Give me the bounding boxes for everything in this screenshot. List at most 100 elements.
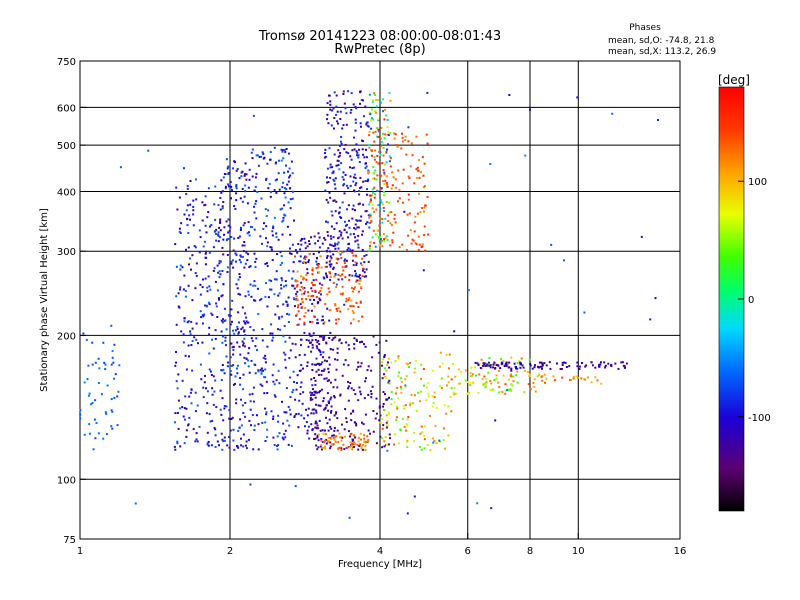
data-point <box>334 177 337 180</box>
data-point <box>500 363 503 366</box>
data-point <box>355 301 358 304</box>
data-point <box>337 278 340 281</box>
data-point <box>363 440 366 443</box>
data-point <box>175 380 178 383</box>
data-point <box>341 266 344 269</box>
data-point <box>276 435 279 438</box>
data-point <box>208 285 211 288</box>
data-point <box>376 98 379 101</box>
data-point <box>361 148 364 151</box>
data-point <box>367 260 370 263</box>
data-point <box>243 195 246 198</box>
data-point <box>238 321 240 324</box>
data-point <box>539 365 542 368</box>
data-point <box>413 367 416 370</box>
data-point <box>312 394 315 396</box>
data-point <box>336 120 339 123</box>
data-point <box>383 210 385 213</box>
data-point <box>343 303 346 306</box>
data-point <box>278 292 281 295</box>
data-point <box>324 433 327 436</box>
data-point <box>218 226 221 229</box>
data-point <box>394 178 397 181</box>
data-point <box>317 263 320 265</box>
data-point <box>489 388 492 391</box>
data-point <box>511 384 514 387</box>
data-point <box>243 329 246 332</box>
data-point <box>119 166 122 169</box>
data-point <box>223 307 226 310</box>
data-point <box>307 261 310 263</box>
data-point <box>285 148 288 150</box>
data-point <box>289 376 292 379</box>
data-point <box>305 408 307 411</box>
data-point <box>389 132 392 135</box>
data-point <box>384 367 387 370</box>
stats-o-line: mean, sd,O: -74.8, 21.8 <box>608 36 715 46</box>
data-point <box>252 329 255 332</box>
data-point <box>297 323 300 326</box>
data-point <box>97 357 100 360</box>
data-point <box>315 409 318 412</box>
data-point <box>321 242 324 245</box>
data-point <box>350 419 353 422</box>
data-point <box>366 369 369 372</box>
data-point <box>310 378 313 381</box>
data-point <box>219 408 222 411</box>
data-point <box>242 342 245 345</box>
data-point <box>222 419 225 422</box>
data-point <box>332 434 335 437</box>
data-point <box>375 343 378 346</box>
data-point <box>283 325 286 327</box>
data-point <box>443 427 445 430</box>
data-point <box>298 260 301 263</box>
data-point <box>227 173 230 175</box>
data-point <box>265 177 268 180</box>
data-point <box>329 272 332 275</box>
data-point <box>295 298 298 301</box>
data-point <box>341 278 344 281</box>
data-point <box>311 384 314 387</box>
data-point <box>368 130 371 133</box>
data-point <box>230 418 233 420</box>
data-point <box>356 275 358 278</box>
data-point <box>326 255 329 257</box>
data-point <box>379 208 382 211</box>
data-point <box>319 255 322 258</box>
data-point <box>623 366 626 369</box>
data-point <box>375 442 378 445</box>
data-point <box>359 122 362 125</box>
data-point <box>238 177 241 180</box>
data-point <box>325 155 328 158</box>
data-point <box>264 361 267 364</box>
data-point <box>335 105 338 108</box>
data-point <box>194 272 197 275</box>
data-point <box>256 349 258 351</box>
data-point <box>218 276 221 279</box>
data-point <box>352 443 355 446</box>
data-point <box>310 394 313 397</box>
data-point <box>316 362 319 365</box>
data-point <box>418 446 421 448</box>
data-point <box>231 346 234 349</box>
data-point <box>300 338 303 341</box>
data-point <box>306 361 309 364</box>
data-point <box>275 191 278 194</box>
data-point <box>385 421 388 424</box>
data-point <box>382 391 385 393</box>
data-point <box>374 110 377 113</box>
data-point <box>118 364 121 367</box>
data-point <box>382 358 385 361</box>
data-point <box>174 448 177 451</box>
data-point <box>417 249 420 252</box>
data-point <box>241 244 244 247</box>
data-point <box>342 443 345 446</box>
data-point <box>184 354 187 357</box>
data-point <box>359 176 362 179</box>
data-point <box>483 362 486 365</box>
data-point <box>382 147 385 150</box>
data-point <box>311 398 314 401</box>
data-point <box>239 197 242 200</box>
data-point <box>369 390 372 393</box>
data-point <box>94 399 97 402</box>
